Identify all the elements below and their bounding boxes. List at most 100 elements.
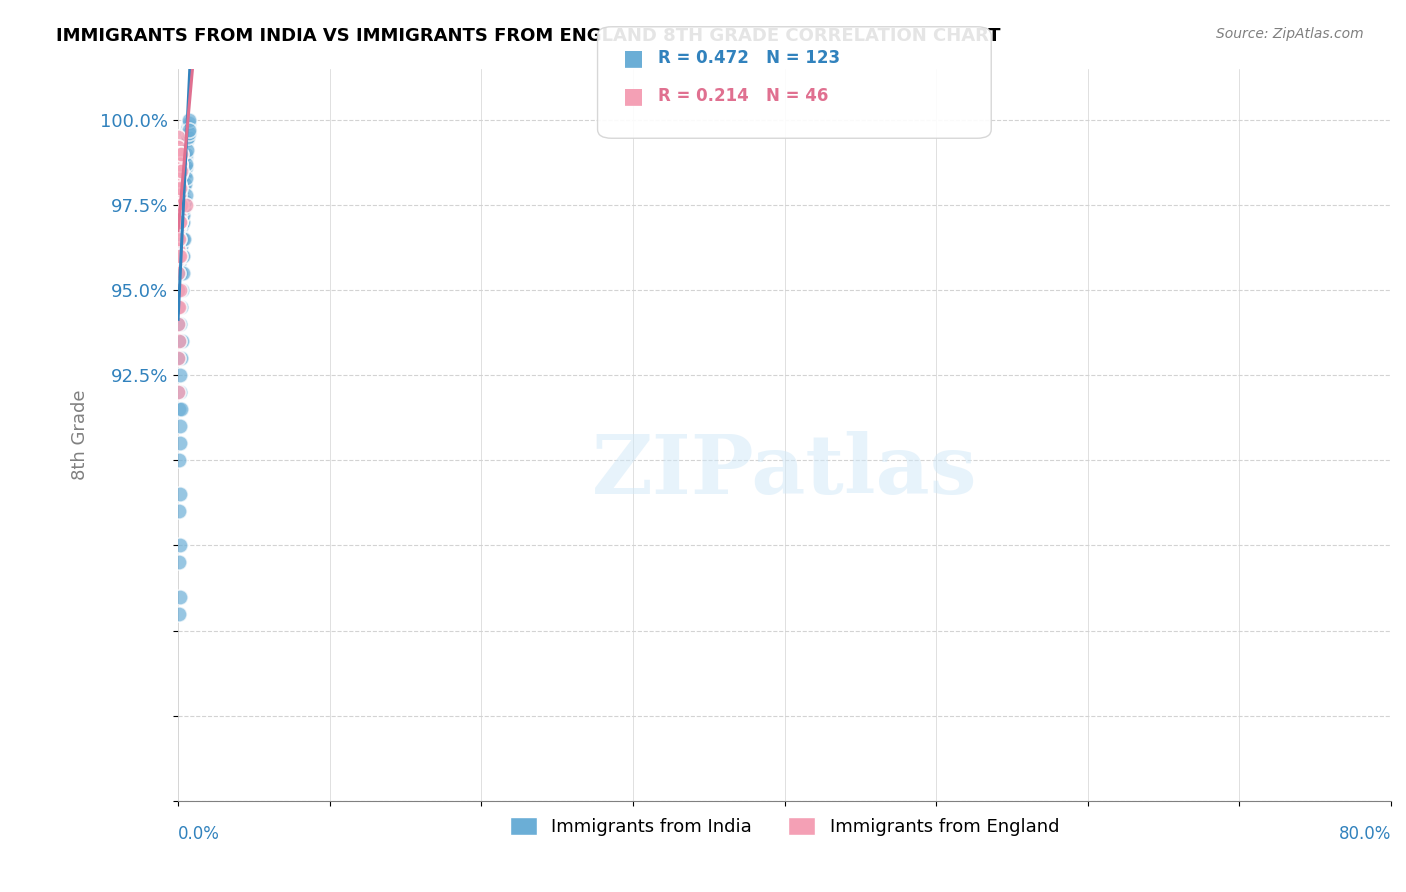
Immigrants from India — [174, 129, 197, 144]
Immigrants from India — [169, 283, 191, 297]
Immigrants from India — [170, 238, 193, 252]
Immigrants from England — [167, 283, 190, 297]
Immigrants from India — [167, 607, 190, 621]
Immigrants from India — [173, 140, 195, 154]
Immigrants from India — [169, 266, 191, 280]
Immigrants from India — [170, 266, 193, 280]
Immigrants from India — [172, 208, 194, 222]
Immigrants from India — [176, 157, 198, 171]
Text: ZIPatlas: ZIPatlas — [592, 432, 977, 511]
Immigrants from India — [169, 368, 191, 383]
Immigrants from England — [174, 198, 197, 212]
Immigrants from India — [170, 208, 193, 222]
Immigrants from India — [167, 198, 190, 212]
Text: IMMIGRANTS FROM INDIA VS IMMIGRANTS FROM ENGLAND 8TH GRADE CORRELATION CHART: IMMIGRANTS FROM INDIA VS IMMIGRANTS FROM… — [56, 27, 1001, 45]
Immigrants from India — [173, 191, 195, 205]
Immigrants from England — [167, 218, 190, 232]
Immigrants from India — [172, 146, 194, 161]
Immigrants from India — [167, 300, 190, 314]
Immigrants from India — [173, 150, 195, 164]
Immigrants from India — [167, 211, 190, 226]
Immigrants from England — [167, 300, 190, 314]
Immigrants from India — [170, 198, 193, 212]
Immigrants from England — [167, 167, 190, 181]
Immigrants from India — [172, 187, 194, 202]
Immigrants from India — [169, 204, 191, 219]
Immigrants from England — [167, 146, 190, 161]
Immigrants from India — [172, 187, 194, 202]
Immigrants from India — [170, 178, 193, 192]
Immigrants from India — [169, 300, 191, 314]
Immigrants from England — [167, 266, 190, 280]
Immigrants from India — [172, 215, 194, 229]
Immigrants from England — [167, 208, 190, 222]
Immigrants from India — [167, 317, 190, 331]
Immigrants from India — [174, 167, 197, 181]
Immigrants from India — [174, 157, 197, 171]
Immigrants from England — [167, 140, 190, 154]
Immigrants from England — [170, 198, 193, 212]
Immigrants from India — [173, 232, 195, 246]
Immigrants from India — [169, 225, 191, 239]
Immigrants from India — [172, 198, 194, 212]
Immigrants from England — [169, 215, 191, 229]
Immigrants from India — [177, 120, 200, 134]
Immigrants from India — [169, 436, 191, 450]
Immigrants from England — [169, 146, 191, 161]
Immigrants from India — [170, 157, 193, 171]
Immigrants from India — [167, 351, 190, 365]
Immigrants from England — [169, 157, 191, 171]
Immigrants from India — [169, 204, 191, 219]
Immigrants from India — [174, 150, 197, 164]
Immigrants from England — [167, 385, 190, 400]
Immigrants from India — [169, 174, 191, 188]
Immigrants from India — [172, 208, 194, 222]
Immigrants from India — [170, 157, 193, 171]
Immigrants from England — [167, 180, 190, 194]
Immigrants from India — [167, 556, 190, 570]
Immigrants from India — [169, 163, 191, 178]
Immigrants from England — [167, 351, 190, 365]
Immigrants from India — [169, 235, 191, 250]
Immigrants from India — [170, 187, 193, 202]
Immigrants from India — [169, 215, 191, 229]
Immigrants from India — [174, 170, 197, 185]
Immigrants from India — [169, 184, 191, 198]
Immigrants from India — [176, 123, 198, 137]
Immigrants from England — [167, 178, 190, 192]
Immigrants from India — [167, 402, 190, 417]
Immigrants from India — [177, 116, 200, 130]
Immigrants from India — [172, 157, 194, 171]
Immigrants from India — [167, 242, 190, 256]
Immigrants from India — [172, 266, 194, 280]
Immigrants from India — [170, 300, 193, 314]
Immigrants from India — [167, 187, 190, 202]
Immigrants from India — [177, 129, 200, 144]
Immigrants from England — [167, 157, 190, 171]
Immigrants from India — [169, 163, 191, 178]
Immigrants from India — [169, 146, 191, 161]
Immigrants from England — [167, 334, 190, 348]
Immigrants from India — [172, 157, 194, 171]
Immigrants from India — [176, 143, 198, 157]
Text: ■: ■ — [623, 48, 644, 68]
Text: Source: ZipAtlas.com: Source: ZipAtlas.com — [1216, 27, 1364, 41]
Immigrants from India — [173, 161, 195, 175]
Immigrants from England — [167, 252, 190, 267]
Immigrants from England — [169, 180, 191, 194]
Immigrants from England — [169, 215, 191, 229]
Immigrants from England — [167, 232, 190, 246]
Immigrants from India — [172, 146, 194, 161]
Immigrants from India — [172, 178, 194, 192]
Text: ■: ■ — [623, 87, 644, 106]
Immigrants from England — [169, 157, 191, 171]
Immigrants from India — [179, 123, 201, 137]
Immigrants from England — [167, 129, 190, 144]
Immigrants from India — [169, 215, 191, 229]
Immigrants from India — [170, 218, 193, 232]
Immigrants from India — [167, 256, 190, 270]
Immigrants from India — [174, 136, 197, 151]
Immigrants from India — [174, 161, 197, 175]
Immigrants from India — [173, 170, 195, 185]
Immigrants from England — [167, 317, 190, 331]
